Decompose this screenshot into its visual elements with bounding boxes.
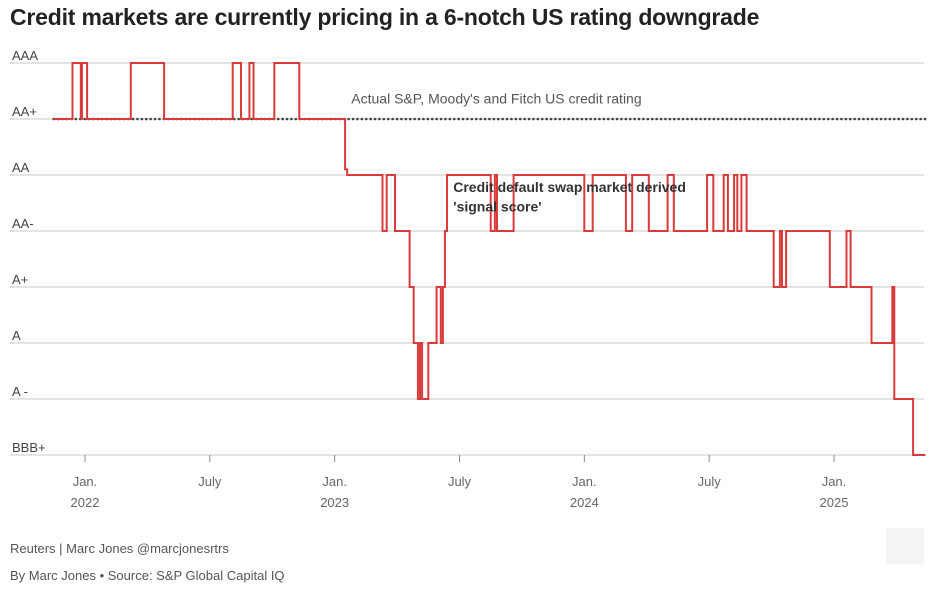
corner-decoration bbox=[886, 528, 924, 564]
x-tick-label-5: July bbox=[698, 474, 722, 489]
x-tick-label-0: Jan. bbox=[73, 474, 98, 489]
annotation-0: Actual S&P, Moody's and Fitch US credit … bbox=[351, 90, 641, 106]
footer-credit: Reuters | Marc Jones @marcjonesrtrs bbox=[10, 541, 229, 556]
y-label-4: AA- bbox=[12, 216, 34, 231]
y-label-0: BBB+ bbox=[12, 440, 46, 455]
y-label-6: AA+ bbox=[12, 104, 37, 119]
chart-title: Credit markets are currently pricing in … bbox=[10, 4, 760, 30]
x-tick-label-3: July bbox=[448, 474, 472, 489]
x-tick-year-2: 2023 bbox=[320, 495, 349, 510]
y-label-7: AAA bbox=[12, 48, 38, 63]
series-group bbox=[52, 62, 927, 456]
series-line-1 bbox=[53, 62, 926, 456]
y-label-1: A - bbox=[12, 384, 28, 399]
y-label-5: AA bbox=[12, 160, 30, 175]
x-tick-year-4: 2024 bbox=[570, 495, 599, 510]
x-tick-label-1: July bbox=[198, 474, 222, 489]
y-label-3: A+ bbox=[12, 272, 28, 287]
x-tick-year-6: 2025 bbox=[820, 495, 849, 510]
x-tick-label-2: Jan. bbox=[322, 474, 347, 489]
x-tick-label-6: Jan. bbox=[822, 474, 847, 489]
y-label-2: A bbox=[12, 328, 21, 343]
annotation-1: Credit default swap market derived bbox=[453, 179, 686, 195]
annotation-2: 'signal score' bbox=[453, 198, 541, 214]
x-tick-label-4: Jan. bbox=[572, 474, 597, 489]
x-tick-year-0: 2022 bbox=[71, 495, 100, 510]
x-axis-ticks: Jan. 2022 July Jan. 2023 July Jan. 2024 July Jan.… bbox=[71, 455, 849, 510]
footer-source: By Marc Jones • Source: S&P Global Capit… bbox=[10, 568, 285, 583]
annotations: Actual S&P, Moody's and Fitch US credit … bbox=[351, 90, 686, 214]
